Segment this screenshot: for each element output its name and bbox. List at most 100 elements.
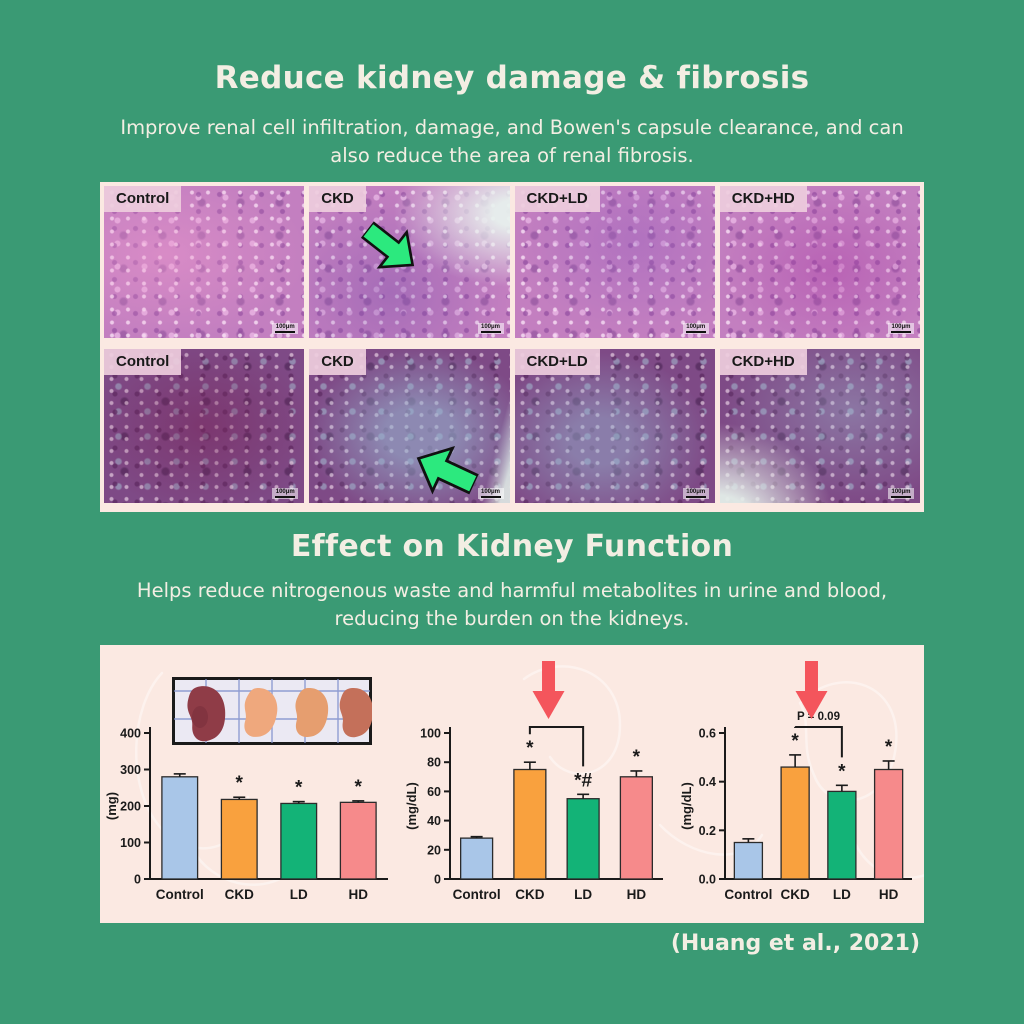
histology-row-1: Control 100μm CKD 100μm CKD+LD: [104, 186, 920, 338]
bar-ld: [827, 790, 857, 880]
svg-text:*: *: [791, 731, 799, 752]
svg-text:Control: Control: [453, 887, 501, 902]
svg-text:HD: HD: [879, 887, 899, 902]
scale-bar-line: [480, 496, 501, 498]
scale-bar-label: 100μm: [480, 489, 501, 495]
bar-ckd: [513, 768, 547, 880]
svg-text:Control: Control: [724, 887, 772, 902]
svg-text:LD: LD: [833, 887, 851, 902]
scale-bar-label: 100μm: [686, 489, 706, 495]
scale-bar: 100μm: [682, 323, 709, 334]
bar-chart-left-svg: 0 100 200 300 400 (mg) Control * CKD * LD * HD: [104, 727, 388, 902]
scale-bar-line: [275, 496, 296, 498]
svg-text:0.4: 0.4: [699, 775, 716, 789]
scale-bar-line: [891, 331, 911, 333]
image-label: CKD+LD: [514, 349, 600, 375]
image-label: CKD: [309, 186, 366, 212]
green-arrow-icon: [360, 221, 415, 270]
bar-hd: [339, 801, 377, 880]
svg-text:P = 0.09: P = 0.09: [797, 711, 840, 723]
histology-panel: Control 100μm CKD 100μm CKD+LD: [100, 182, 924, 512]
bar-hd: [873, 768, 904, 880]
histology-image-row2-control: Control 100μm: [104, 349, 305, 503]
bar-chart-middle-svg: 0 20 40 60 80 100 (mg/dL) Control * CKD *# LD * HD: [404, 661, 663, 902]
scale-bar-label: 100μm: [275, 324, 295, 330]
svg-text:(mg): (mg): [104, 792, 119, 820]
svg-text:400: 400: [120, 727, 141, 741]
svg-text:0: 0: [134, 873, 141, 887]
scale-bar: 100μm: [272, 488, 299, 499]
scale-bar: 100μm: [888, 323, 914, 334]
svg-text:*: *: [633, 747, 641, 768]
svg-text:LD: LD: [290, 887, 308, 902]
scale-bar-line: [685, 496, 706, 498]
scale-bar-label: 100μm: [891, 324, 911, 330]
scale-bar-label: 100μm: [891, 489, 911, 495]
scale-bar: 100μm: [682, 488, 709, 499]
scale-bar: 100μm: [477, 323, 504, 334]
bar-hd: [619, 776, 653, 880]
bar-chart-middle: 0 20 40 60 80 100 (mg/dL) Control * CKD *# LD * HD: [400, 645, 675, 923]
svg-text:60: 60: [427, 785, 441, 799]
svg-text:0.6: 0.6: [699, 727, 716, 741]
scale-bar-line: [480, 331, 501, 333]
svg-text:HD: HD: [627, 887, 647, 902]
svg-text:0: 0: [434, 873, 441, 887]
svg-text:0.2: 0.2: [699, 824, 716, 838]
svg-text:0.0: 0.0: [699, 873, 716, 887]
section1-subtitle: Improve renal cell infiltration, damage,…: [120, 116, 904, 167]
image-label: CKD+LD: [514, 186, 600, 212]
svg-text:100: 100: [420, 727, 441, 741]
bar-chart-right: 0.0 0.2 0.4 0.6 (mg/dL) Control * CKD * LD * HD P = …: [675, 645, 924, 923]
bar-ld: [280, 802, 318, 880]
svg-text:LD: LD: [574, 887, 592, 902]
bar-chart-left: 0 100 200 300 400 (mg) Control * CKD * LD * HD: [100, 645, 400, 923]
scale-bar-label: 100μm: [275, 489, 295, 495]
image-label: Control: [104, 186, 182, 212]
kidney-photo-inset: [172, 677, 372, 745]
scale-bar-line: [275, 331, 296, 333]
scale-bar-line: [891, 496, 911, 498]
histology-image-row2-ckd-ld: CKD+LD 100μm: [514, 349, 715, 503]
svg-text:300: 300: [120, 763, 141, 777]
svg-text:CKD: CKD: [515, 887, 544, 902]
red-down-arrow-icon: [795, 661, 828, 719]
bar-ckd: [780, 766, 810, 880]
svg-text:80: 80: [427, 756, 441, 770]
bar-control: [460, 837, 494, 880]
svg-text:HD: HD: [349, 887, 369, 902]
svg-text:*: *: [355, 777, 363, 798]
citation: (Huang et al., 2021): [670, 931, 920, 956]
svg-text:Control: Control: [156, 887, 204, 902]
svg-text:200: 200: [120, 800, 141, 814]
image-label: CKD: [309, 349, 366, 375]
scale-bar: 100μm: [272, 323, 299, 334]
svg-text:40: 40: [427, 814, 441, 828]
chart-panel: 0 100 200 300 400 (mg) Control * CKD * LD * HD 0 20 40…: [100, 645, 924, 923]
image-label: CKD+HD: [719, 186, 807, 212]
svg-text:(mg/dL): (mg/dL): [404, 782, 419, 830]
histology-image-row1-control: Control 100μm: [104, 186, 305, 338]
svg-text:CKD: CKD: [781, 887, 810, 902]
svg-text:*: *: [236, 773, 244, 794]
bar-control: [161, 776, 199, 880]
bar-ld: [566, 798, 600, 880]
bar-chart-right-svg: 0.0 0.2 0.4 0.6 (mg/dL) Control * CKD * LD * HD P = …: [679, 661, 912, 902]
red-down-arrow-icon: [532, 661, 565, 719]
svg-text:(mg/dL): (mg/dL): [679, 782, 694, 830]
image-label: CKD+HD: [719, 349, 807, 375]
section2-subtitle: Helps reduce nitrogenous waste and harmf…: [136, 579, 888, 630]
histology-image-row1-ckd-ld: CKD+LD 100μm: [514, 186, 715, 338]
section1-title: Reduce kidney damage & fibrosis: [214, 60, 810, 96]
svg-text:*: *: [838, 761, 846, 782]
histology-image-row1-ckd-hd: CKD+HD 100μm: [719, 186, 920, 338]
histology-row-2: Control 100μm CKD 100μm CKD+LD: [104, 349, 920, 503]
bar-control: [733, 841, 764, 880]
charts-row: 0 100 200 300 400 (mg) Control * CKD * LD * HD 0 20 40…: [100, 645, 924, 923]
image-label: Control: [104, 349, 182, 375]
svg-text:*: *: [295, 778, 303, 799]
svg-text:*: *: [885, 737, 893, 758]
scale-bar-label: 100μm: [480, 324, 501, 330]
svg-text:*#: *#: [574, 770, 592, 791]
